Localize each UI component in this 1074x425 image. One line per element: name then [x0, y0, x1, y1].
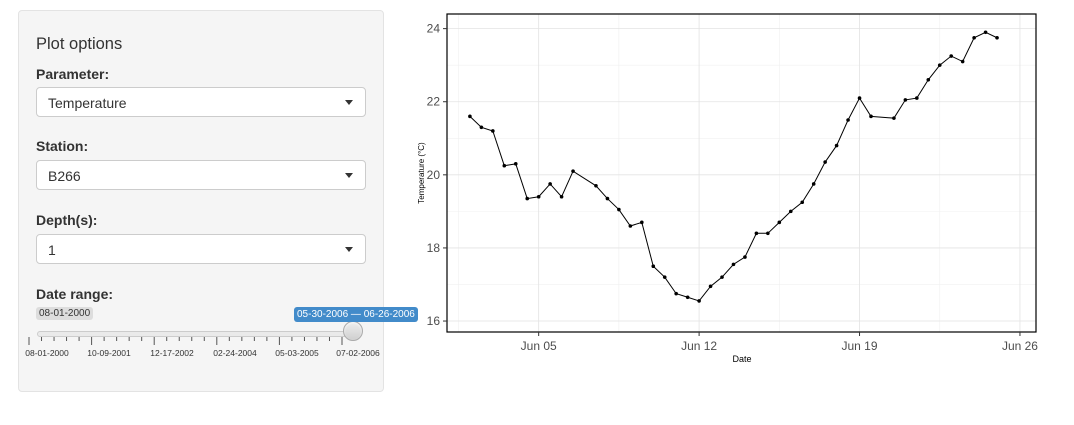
- y-axis: 16 18 20 22 24: [427, 22, 447, 328]
- depth-value: 1: [48, 242, 56, 258]
- data-point: [502, 163, 507, 168]
- slider-min-label: 08-01-2000: [36, 307, 94, 320]
- parameter-select[interactable]: Temperature: [36, 87, 366, 117]
- data-point: [491, 129, 495, 133]
- data-point: [811, 182, 816, 186]
- data-point: [640, 220, 644, 225]
- y-axis-label: Temperature (°C): [417, 142, 426, 204]
- data-point: [548, 182, 552, 186]
- data-point: [857, 96, 862, 100]
- data-point: [972, 35, 976, 40]
- data-point: [697, 299, 701, 303]
- data-point: [674, 291, 678, 296]
- slider-tick-label: 05-03-2005: [275, 348, 319, 358]
- depth-select[interactable]: 1: [36, 234, 366, 264]
- depth-label: Depth(s):: [36, 212, 98, 228]
- slider-tick-label: 02-24-2004: [213, 348, 257, 358]
- data-point: [720, 275, 724, 279]
- data-point: [479, 125, 484, 130]
- date-range-slider-handle[interactable]: [343, 321, 363, 341]
- x-tick-label: Jun 05: [521, 339, 557, 353]
- data-point: [536, 194, 541, 199]
- data-point: [766, 231, 770, 236]
- data-point: [628, 224, 633, 228]
- station-label: Station:: [36, 138, 89, 154]
- plot-border: [446, 13, 1037, 333]
- data-point: [468, 114, 472, 119]
- data-point: [960, 59, 965, 64]
- data-point: [617, 207, 621, 212]
- data-point: [834, 143, 839, 148]
- slider-tick-label: 07-02-2006: [336, 348, 380, 358]
- data-point: [513, 162, 518, 166]
- y-tick-label: 18: [427, 241, 441, 255]
- y-tick-label: 20: [427, 168, 441, 182]
- chart-grid: [447, 14, 1036, 332]
- plot-options-panel: Plot options Parameter: Temperature Stat…: [18, 10, 418, 392]
- slider-tick-label: 10-09-2001: [87, 348, 131, 358]
- y-tick-label: 16: [427, 314, 441, 328]
- x-axis-label: Date: [732, 354, 751, 364]
- data-point: [926, 77, 931, 82]
- slider-selected-label: 05-30-2006 — 06-26-2006: [294, 307, 418, 322]
- data-point: [594, 183, 598, 188]
- data-point: [846, 118, 850, 122]
- slider-tick-label: 12-17-2002: [150, 348, 194, 358]
- data-point: [788, 209, 793, 214]
- series-line: [469, 31, 998, 302]
- chevron-down-icon: [345, 100, 353, 105]
- temperature-chart: 16 18 20 22 24 Jun 05 Jun 12 Jun 19 Jun 26 Date…: [417, 13, 1038, 364]
- x-tick-label: Jun 19: [842, 339, 878, 353]
- x-tick-label: Jun 26: [1002, 339, 1038, 353]
- data-point: [823, 160, 827, 164]
- y-tick-label: 24: [427, 22, 441, 36]
- data-point: [800, 200, 805, 205]
- parameter-value: Temperature: [48, 95, 127, 111]
- date-range-slider-track[interactable]: [37, 331, 358, 337]
- data-point: [525, 196, 530, 201]
- data-point: [651, 264, 656, 269]
- data-point: [869, 114, 873, 119]
- chevron-down-icon: [345, 247, 353, 252]
- data-point: [708, 284, 713, 289]
- station-select[interactable]: B266: [36, 160, 366, 190]
- y-tick-label: 22: [427, 95, 441, 109]
- slider-tick-label: 08-01-2000: [25, 348, 69, 358]
- x-tick-label: Jun 12: [681, 339, 717, 353]
- data-point: [903, 98, 908, 102]
- parameter-label: Parameter:: [36, 66, 110, 82]
- data-point: [731, 262, 736, 267]
- data-point: [995, 35, 999, 40]
- data-point: [915, 96, 919, 100]
- x-axis: Jun 05 Jun 12 Jun 19 Jun 26: [521, 332, 1038, 353]
- data-point: [937, 63, 942, 67]
- data-point: [777, 220, 782, 225]
- data-point: [685, 295, 690, 300]
- data-point: [892, 116, 896, 120]
- chart-series: [468, 30, 999, 303]
- chevron-down-icon: [345, 173, 353, 178]
- data-point: [662, 275, 667, 279]
- panel-title: Plot options: [36, 35, 123, 53]
- date-range-label: Date range:: [36, 286, 114, 302]
- data-point: [559, 194, 564, 199]
- data-point: [754, 231, 759, 236]
- data-point: [949, 54, 954, 58]
- data-point: [605, 196, 610, 201]
- data-point: [743, 255, 747, 259]
- data-point: [983, 30, 988, 35]
- station-value: B266: [48, 168, 81, 184]
- data-point: [571, 169, 575, 173]
